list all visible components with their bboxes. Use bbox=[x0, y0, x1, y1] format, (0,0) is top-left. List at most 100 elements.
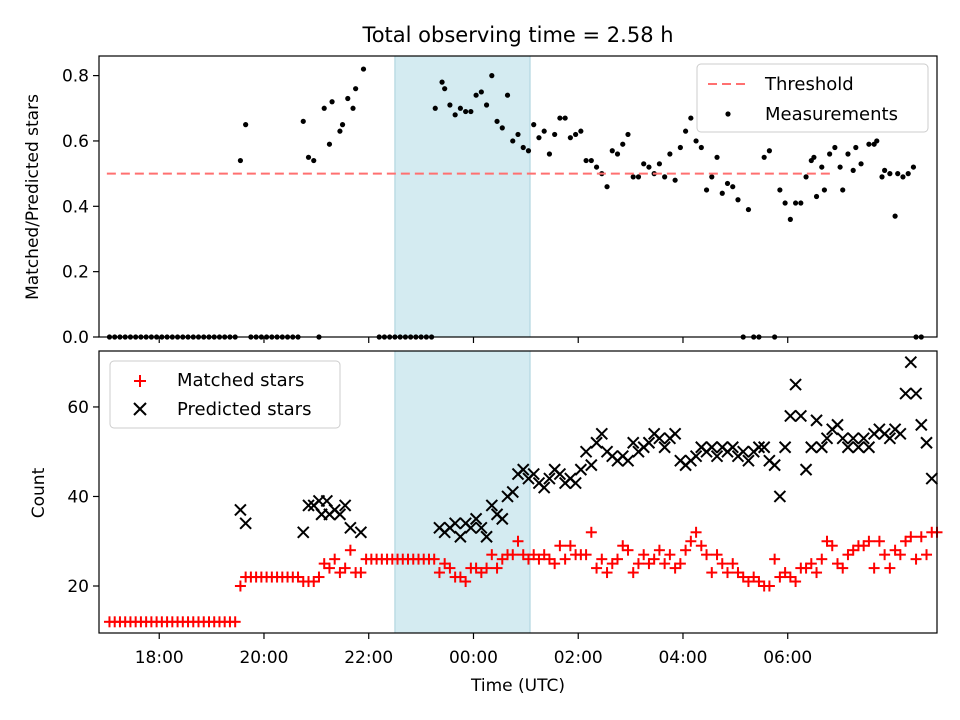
predicted-star-point bbox=[627, 436, 640, 449]
predicted-star-point bbox=[810, 414, 823, 427]
predicted-star-point bbox=[805, 441, 818, 454]
measurement-point bbox=[698, 144, 704, 151]
measurement-point bbox=[573, 131, 579, 138]
matched-star-point bbox=[863, 535, 875, 547]
matched-star-point bbox=[638, 549, 650, 561]
matched-star-point bbox=[884, 562, 896, 574]
predicted-star-point bbox=[585, 458, 598, 472]
measurement-point bbox=[858, 161, 864, 167]
measurement-point bbox=[850, 167, 856, 173]
matched-star-point bbox=[344, 544, 356, 556]
measurement-point bbox=[494, 118, 500, 124]
matched-star-point bbox=[486, 549, 498, 561]
measurement-point bbox=[541, 128, 547, 134]
measurement-point bbox=[353, 86, 359, 92]
predicted-star-point bbox=[904, 355, 918, 369]
predicted-star-point bbox=[726, 441, 739, 454]
measurement-point bbox=[895, 171, 901, 177]
matched-star-point bbox=[868, 562, 880, 574]
x-tick-label: 02:00 bbox=[554, 648, 603, 668]
predicted-star-point bbox=[852, 441, 865, 454]
matched-star-point bbox=[879, 549, 891, 561]
predicted-star-point bbox=[621, 454, 635, 467]
predicted-star-point bbox=[574, 463, 588, 476]
matched-star-point bbox=[659, 558, 671, 570]
predicted-star-point bbox=[883, 432, 897, 445]
predicted-star-point bbox=[464, 521, 478, 535]
matched-star-point bbox=[805, 558, 817, 570]
top-y-tick-label: 0.8 bbox=[62, 67, 89, 87]
matched-star-point bbox=[706, 567, 718, 579]
measurement-point bbox=[662, 174, 668, 180]
measurement-point bbox=[792, 200, 799, 206]
measurement-point bbox=[625, 131, 631, 138]
measurement-point bbox=[329, 99, 335, 105]
measurement-point bbox=[882, 167, 888, 173]
measurement-point bbox=[499, 125, 505, 131]
measurement-point bbox=[641, 161, 647, 167]
predicted-star-point bbox=[234, 503, 247, 517]
matched-star-point bbox=[460, 576, 472, 588]
top-y-ticks: 0.0 0.2 0.4 0.6 0.8 bbox=[62, 67, 99, 348]
measurement-point bbox=[504, 92, 511, 98]
measurement-point bbox=[703, 187, 710, 193]
measurement-point bbox=[557, 115, 563, 121]
predicted-star-point bbox=[925, 472, 938, 485]
top-shaded-interval bbox=[394, 55, 531, 338]
measurement-point bbox=[520, 144, 526, 151]
predicted-star-point bbox=[506, 485, 519, 499]
predicted-star-point bbox=[784, 409, 797, 423]
predicted-star-point bbox=[799, 463, 813, 476]
predicted-star-point bbox=[448, 517, 462, 530]
x-tick-label: 04:00 bbox=[658, 648, 707, 668]
matched-star-point bbox=[711, 549, 723, 561]
predicted-star-point bbox=[653, 432, 666, 445]
measurement-point bbox=[787, 216, 793, 222]
measurement-point bbox=[635, 174, 642, 180]
matched-star-point bbox=[580, 549, 592, 561]
matched-star-point bbox=[329, 553, 341, 565]
measurement-point bbox=[714, 154, 720, 160]
measurement-point bbox=[473, 92, 479, 98]
top-y-tick-label: 0.4 bbox=[62, 197, 89, 217]
measurement-point bbox=[827, 151, 833, 157]
matched-star-point bbox=[905, 531, 917, 543]
matched-star-point bbox=[894, 549, 906, 561]
top-y-tick-label: 0.0 bbox=[62, 328, 89, 348]
matched-star-point bbox=[763, 580, 775, 592]
measurement-point bbox=[432, 105, 438, 111]
legend-measurements-label: Measurements bbox=[765, 104, 898, 125]
measurement-point bbox=[326, 141, 333, 147]
measurement-point bbox=[819, 164, 825, 170]
predicted-star-point bbox=[517, 463, 530, 476]
predicted-star-point bbox=[857, 432, 870, 445]
measurement-point bbox=[237, 157, 244, 164]
measurement-point bbox=[345, 95, 351, 102]
matched-star-point bbox=[627, 567, 639, 579]
predicted-star-point bbox=[894, 427, 907, 441]
measurement-point bbox=[803, 174, 809, 180]
matched-star-point bbox=[339, 562, 351, 574]
matched-star-point bbox=[585, 526, 597, 538]
measurement-point bbox=[798, 200, 804, 206]
bottom-y-tick-label: 20 bbox=[67, 577, 89, 597]
top-y-axis-label: Matched/Predicted stars bbox=[23, 94, 43, 300]
measurement-point bbox=[879, 174, 885, 180]
matched-star-point bbox=[674, 558, 686, 570]
predicted-star-point bbox=[836, 432, 849, 445]
measurement-point bbox=[667, 151, 673, 157]
legend-threshold-label: Threshold bbox=[764, 74, 854, 95]
top-axes-frame bbox=[98, 55, 938, 338]
measurement-point bbox=[845, 151, 851, 157]
measurement-point bbox=[439, 79, 445, 85]
bottom-legend: Matched stars Predicted stars bbox=[109, 360, 341, 429]
predicted-star-point bbox=[689, 449, 703, 463]
matched-star-point bbox=[444, 562, 456, 574]
bottom-x-ticks: 18:00 20:00 22:00 00:00 02:00 04:00 06:00 bbox=[135, 633, 812, 668]
predicted-star-point bbox=[899, 387, 912, 400]
measurement-point bbox=[463, 108, 469, 115]
matched-star-point bbox=[690, 526, 702, 538]
measurement-point bbox=[620, 141, 626, 147]
matched-star-point bbox=[816, 553, 828, 565]
measurement-point bbox=[567, 135, 573, 141]
